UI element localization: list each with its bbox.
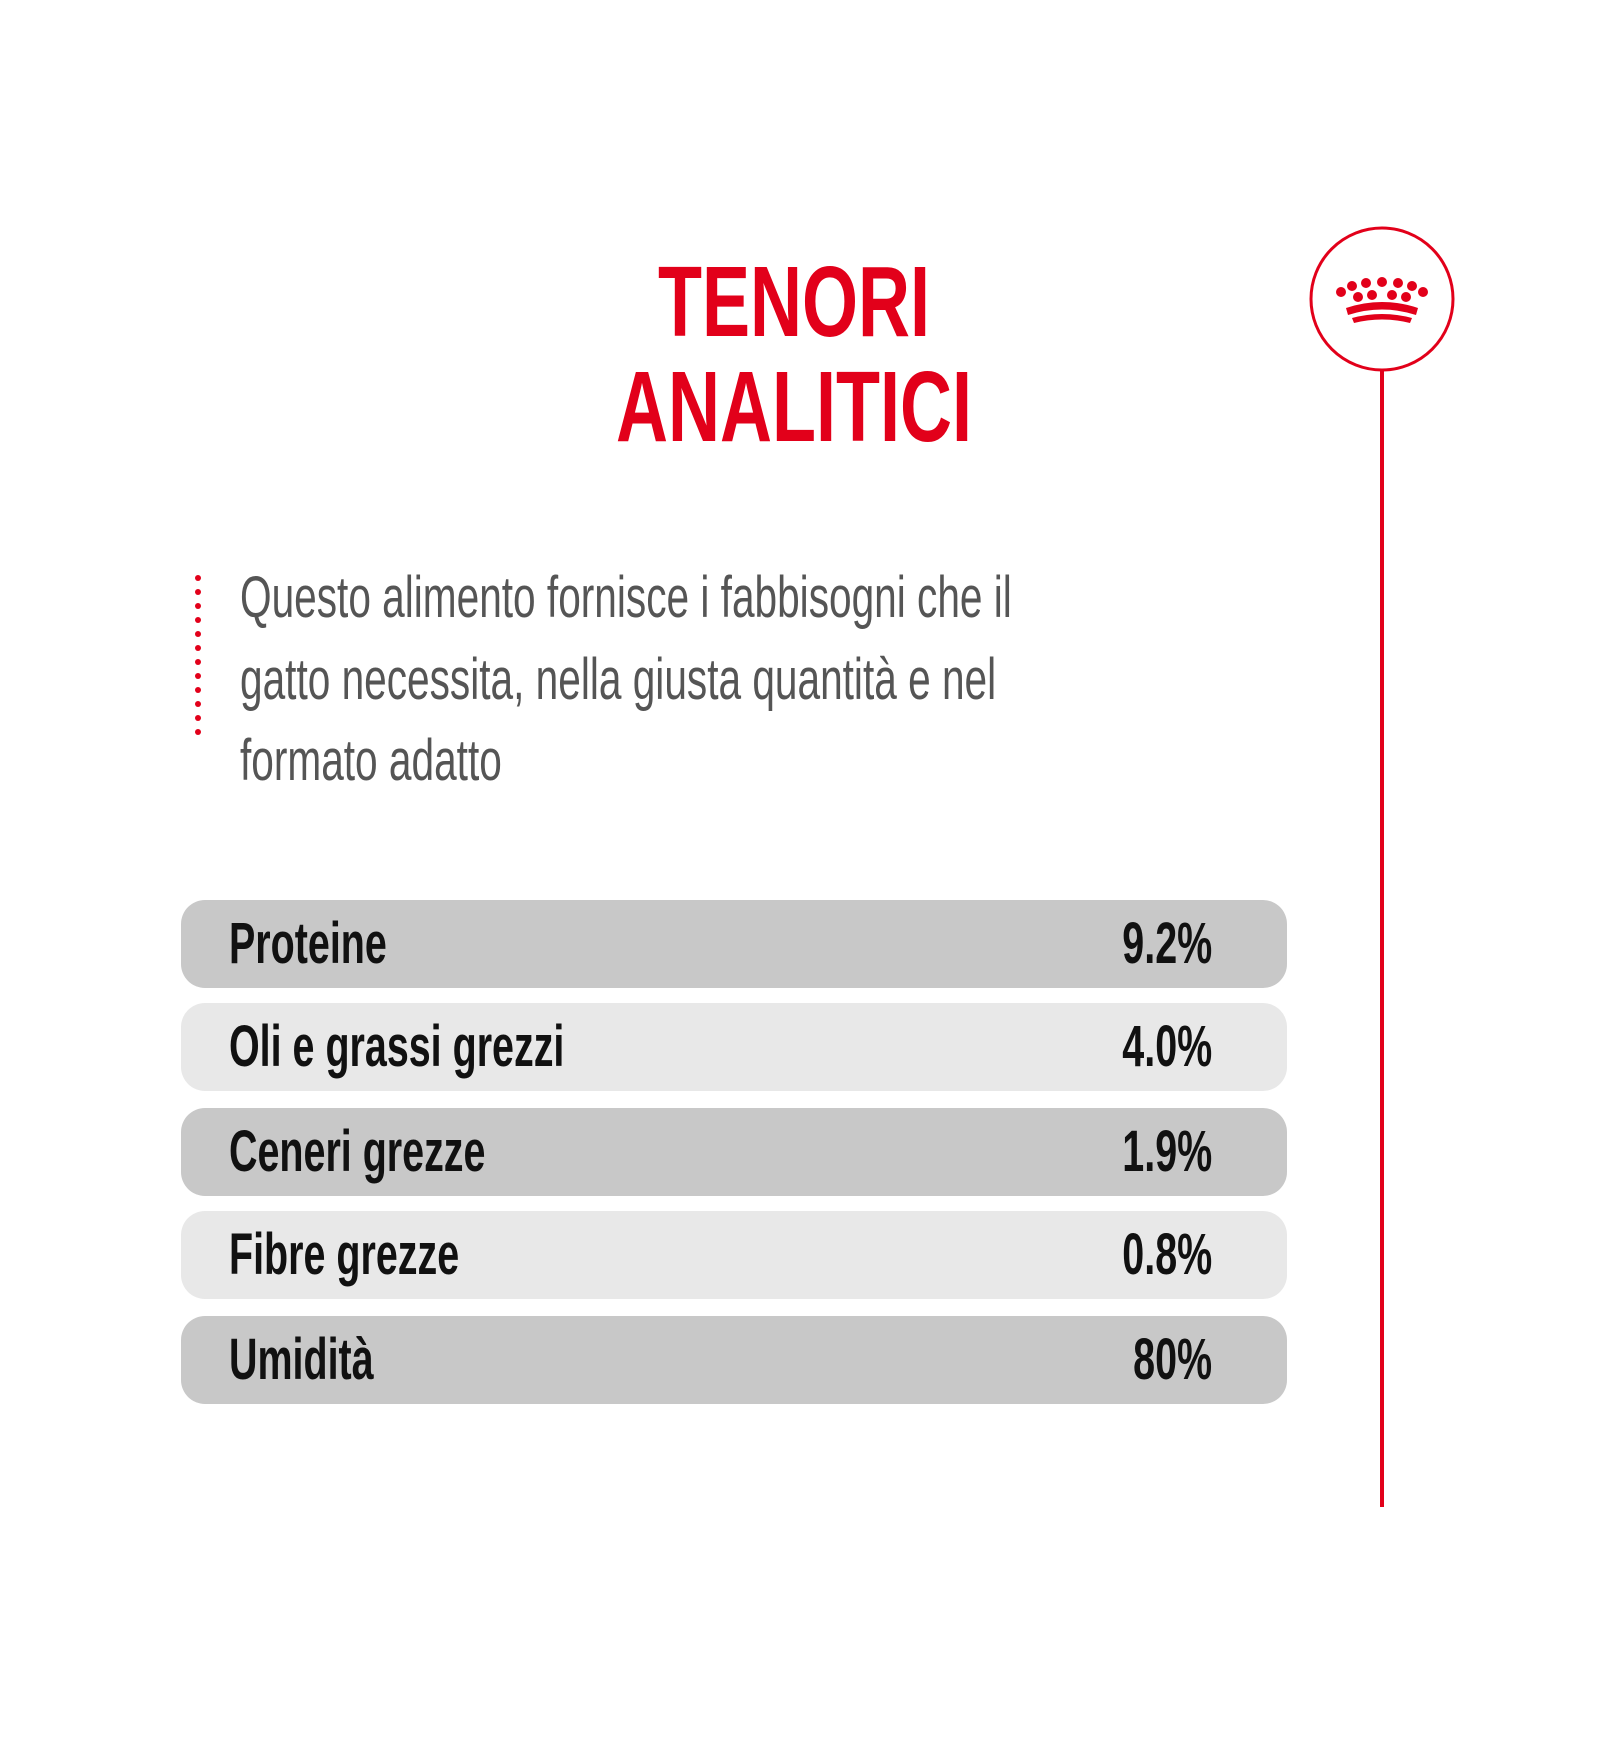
table-row: Oli e grassi grezzi 4.0%	[181, 1003, 1287, 1091]
title: ANALITICI	[616, 351, 972, 463]
row-label: Ceneri grezze	[229, 1119, 486, 1184]
title: TENORI	[657, 246, 931, 358]
description: formato adatto	[240, 728, 502, 793]
row-value: 1.9%	[1122, 1119, 1212, 1184]
row-label: Proteine	[229, 911, 387, 976]
row-value: 0.8%	[1122, 1222, 1212, 1287]
crown-logo	[1336, 277, 1428, 323]
row-label: Fibre grezze	[229, 1222, 460, 1287]
description: gatto necessita, nella giusta quantità e…	[240, 647, 997, 712]
row-value: 9.2%	[1122, 911, 1212, 976]
row-label: Umidità	[229, 1327, 374, 1392]
dotted-rule	[195, 575, 201, 735]
row-label: Oli e grassi grezzi	[229, 1014, 565, 1079]
table-row: Ceneri grezze 1.9%	[181, 1108, 1287, 1196]
logo-circle	[1309, 226, 1455, 372]
table-row: Umidità 80%	[181, 1316, 1287, 1404]
table-row: Proteine 9.2%	[181, 900, 1287, 988]
description: Questo alimento fornisce i fabbisogni ch…	[240, 565, 1012, 630]
row-value: 80%	[1133, 1327, 1212, 1392]
table-row: Fibre grezze 0.8%	[181, 1211, 1287, 1299]
row-value: 4.0%	[1122, 1014, 1212, 1079]
